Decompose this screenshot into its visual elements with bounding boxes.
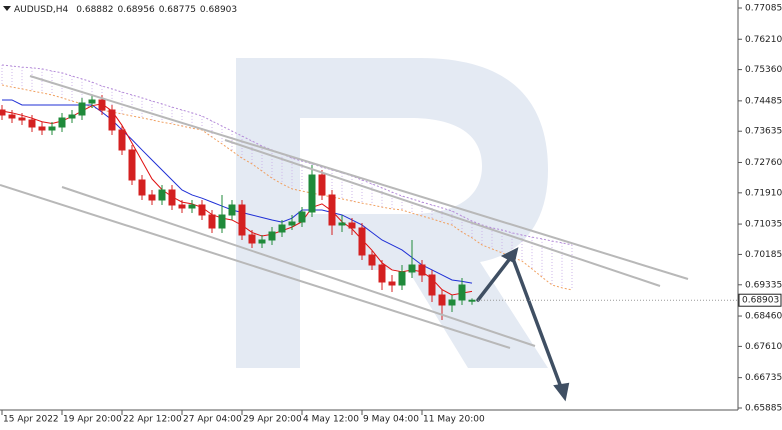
x-tick-label: 19 Apr 20:00 [63,415,122,425]
y-tick-label: 0.71910 [745,188,782,198]
candle-body [128,149,136,181]
candle-body [428,274,436,296]
x-tick-label: 4 May 12:00 [303,415,359,425]
candle-body [258,239,266,244]
candle-body [18,117,26,121]
candle-body [208,214,216,229]
x-tick-label: 11 May 20:00 [423,415,485,425]
y-tick-label: 0.74485 [745,96,782,106]
candle-body [408,264,416,273]
candle-body [48,126,56,131]
y-tick-label: 0.66735 [745,373,782,383]
x-tick-label: 29 Apr 20:00 [243,415,302,425]
y-tick-label: 0.65885 [745,404,782,414]
trend-line [61,186,536,347]
candle-body [148,194,156,201]
candle-body [108,109,116,131]
x-tick-label: 9 May 04:00 [363,415,419,425]
last-price-label: 0.68903 [742,296,779,306]
candle-body [438,294,446,306]
candle-body [368,254,376,266]
y-tick-label: 0.71035 [745,220,782,230]
candle-body [348,222,356,229]
symbol: AUDUSD,H4 [14,5,69,15]
x-tick-label: 22 Apr 12:00 [123,415,182,425]
candle-body [338,222,346,226]
candle-body [308,174,316,213]
candle-body [418,264,426,276]
forecast-arrows [476,247,570,402]
last-price-box [738,293,782,307]
candle-body [88,99,96,104]
candle-body [298,211,306,223]
candle-body [268,231,276,241]
candle-body [388,281,396,286]
y-tick-label: 0.76210 [745,35,782,45]
candle-body [448,299,456,306]
candle-body [68,114,76,119]
candle-body [198,204,206,216]
y-tick-label: 0.73635 [745,127,782,137]
candle-body [138,179,146,196]
candle-body [318,174,326,196]
symbol-header: AUDUSD,H4 0.68882 0.68956 0.68775 0.68903 [14,5,237,15]
candle-body [288,221,296,226]
candle-body [78,102,86,116]
candle-body [188,204,196,209]
plot-area [0,64,573,320]
trend-line [0,184,511,349]
candle-body [458,284,466,301]
candle-body [0,109,6,116]
watermark-logo [236,58,548,368]
candle-body [248,234,256,244]
candle-body [98,99,106,111]
candle-body [468,299,476,302]
y-tick-label: 0.68460 [745,312,782,322]
candle-body [178,204,186,209]
candle-body [358,227,366,256]
x-tick-label: 27 Apr 04:00 [183,415,242,425]
candle-body [38,126,46,131]
x-tick-label: 15 Apr 2022 [3,415,59,425]
y-tick-label: 0.77085 [745,4,782,14]
candle-body [228,204,236,216]
header-value: 0.68903 [200,5,237,15]
header-value: 0.68775 [159,5,196,15]
candle-body [28,119,36,128]
header-value: 0.68882 [76,5,113,15]
axes: 0.77085 0.76210 0.75360 0.74485 0.73635 0.727… [1,4,782,425]
trend-line [29,75,689,280]
candle-body [168,189,176,206]
y-tick-label: 0.75360 [745,65,782,75]
y-tick-label: 0.70185 [745,250,782,260]
trend-line [224,139,661,287]
header-value: 0.68956 [117,5,154,15]
arrow-up [476,254,514,302]
candle-body [8,114,16,119]
y-tick-label: 0.72760 [745,158,782,168]
candle-body [328,194,336,226]
candle-body [158,189,166,201]
candle-body [218,214,226,229]
candle-body [58,117,66,128]
candle-body [118,129,126,151]
arrow-down [510,254,564,392]
channel-lines [0,75,689,349]
candle-body [278,224,286,233]
y-tick-label: 0.67610 [745,342,782,352]
candle-body [238,204,246,236]
arrow-head [553,382,570,402]
candle-body [398,271,406,286]
y-tick-label: 0.69335 [745,280,782,290]
candle-body [378,264,386,283]
menu-triangle [3,6,11,11]
